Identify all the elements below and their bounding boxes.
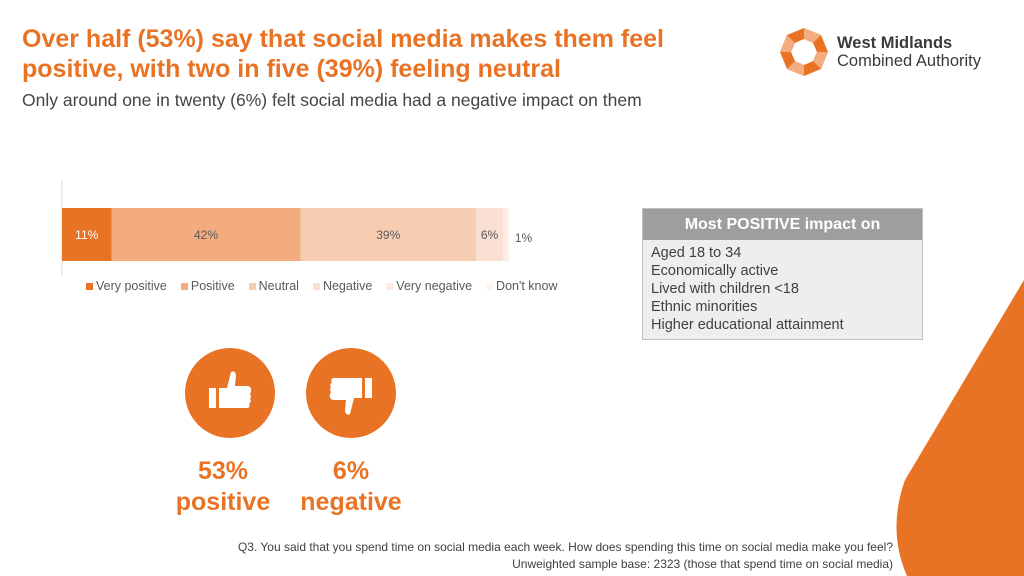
positive-stat: 53% positive — [163, 456, 283, 518]
logo-line-1: West Midlands — [837, 34, 953, 52]
chart-legend: Very positive Positive Neutral Negative Very… — [86, 279, 572, 293]
page-subtitle: Only around one in twenty (6%) felt soci… — [22, 90, 642, 110]
positive-stat-value: 53% — [197, 457, 249, 485]
logo-text: West Midlands Combined Authority — [837, 34, 981, 70]
footnote-base: Unweighted sample base: 2323 (those that… — [512, 557, 893, 571]
bar-segment-negative — [476, 208, 503, 261]
bar-segment-neutral — [300, 208, 476, 261]
legend-item: Very positive — [86, 279, 167, 293]
legend-label: Very positive — [96, 279, 167, 293]
footnote-question: Q3. You said that you spend time on soci… — [237, 540, 893, 554]
bar-segment-don-t-know — [507, 208, 510, 261]
data-label: 42% — [194, 228, 218, 242]
list-item: Economically active — [651, 263, 779, 279]
bar-segment-very-positive — [62, 208, 112, 261]
data-label: 11% — [75, 228, 98, 242]
panel-list: Aged 18 to 34 Economically active Lived … — [643, 240, 922, 338]
legend-swatch — [248, 282, 256, 290]
bar-segment-positive — [111, 208, 301, 261]
list-item: Lived with children <18 — [651, 281, 799, 297]
legend-label: Neutral — [258, 279, 299, 293]
negative-stat: 6% negative — [291, 456, 411, 518]
legend-swatch — [312, 282, 320, 290]
legend-label: Very negative — [396, 279, 473, 293]
legend-swatch — [86, 282, 93, 290]
page-title: Over half (53%) say that social media ma… — [22, 25, 664, 83]
legend-label: Don't know — [496, 279, 558, 293]
thumbs-up-icon — [209, 371, 252, 408]
wmca-logo: West Midlands Combined Authority — [778, 26, 1008, 78]
legend-item: Neutral — [248, 279, 299, 293]
thumbs-down-circle — [306, 348, 396, 438]
data-label: 6% — [481, 228, 499, 242]
legend-item: Don't know — [486, 279, 558, 293]
data-label: 39% — [376, 228, 400, 242]
list-item: Ethnic minorities — [651, 299, 758, 315]
legend-label: Positive — [190, 279, 235, 293]
legend-item: Positive — [180, 279, 235, 293]
logo-line-2: Combined Authority — [837, 52, 981, 70]
panel-heading: Most POSITIVE impact on — [643, 209, 922, 240]
logo-mark-icon — [780, 28, 828, 76]
list-item: Aged 18 to 34 — [651, 245, 742, 261]
positive-impact-panel: Most POSITIVE impact on Aged 18 to 34 Ec… — [642, 208, 923, 340]
positive-stat-label: positive — [175, 488, 271, 516]
bar-segment-very-negative — [503, 208, 508, 261]
negative-stat-value: 6% — [332, 457, 370, 485]
list-item: Higher educational attainment — [651, 317, 844, 333]
legend-item: Very negative — [386, 279, 472, 293]
negative-stat-label: negative — [300, 488, 402, 516]
data-label: 1% — [515, 231, 533, 245]
thumbs-up-circle — [185, 348, 275, 438]
thumbs-down-icon — [329, 378, 372, 415]
legend-swatch — [386, 282, 394, 290]
legend-item: Negative — [312, 279, 373, 293]
stacked-bar-chart: 11% 42% 39% 6% 1% — [61, 180, 533, 275]
footnote: Q3. You said that you spend time on soci… — [238, 539, 893, 573]
legend-label: Negative — [322, 279, 373, 293]
legend-swatch — [486, 282, 494, 290]
legend-swatch — [180, 282, 188, 290]
decorative-shape — [896, 280, 1024, 576]
